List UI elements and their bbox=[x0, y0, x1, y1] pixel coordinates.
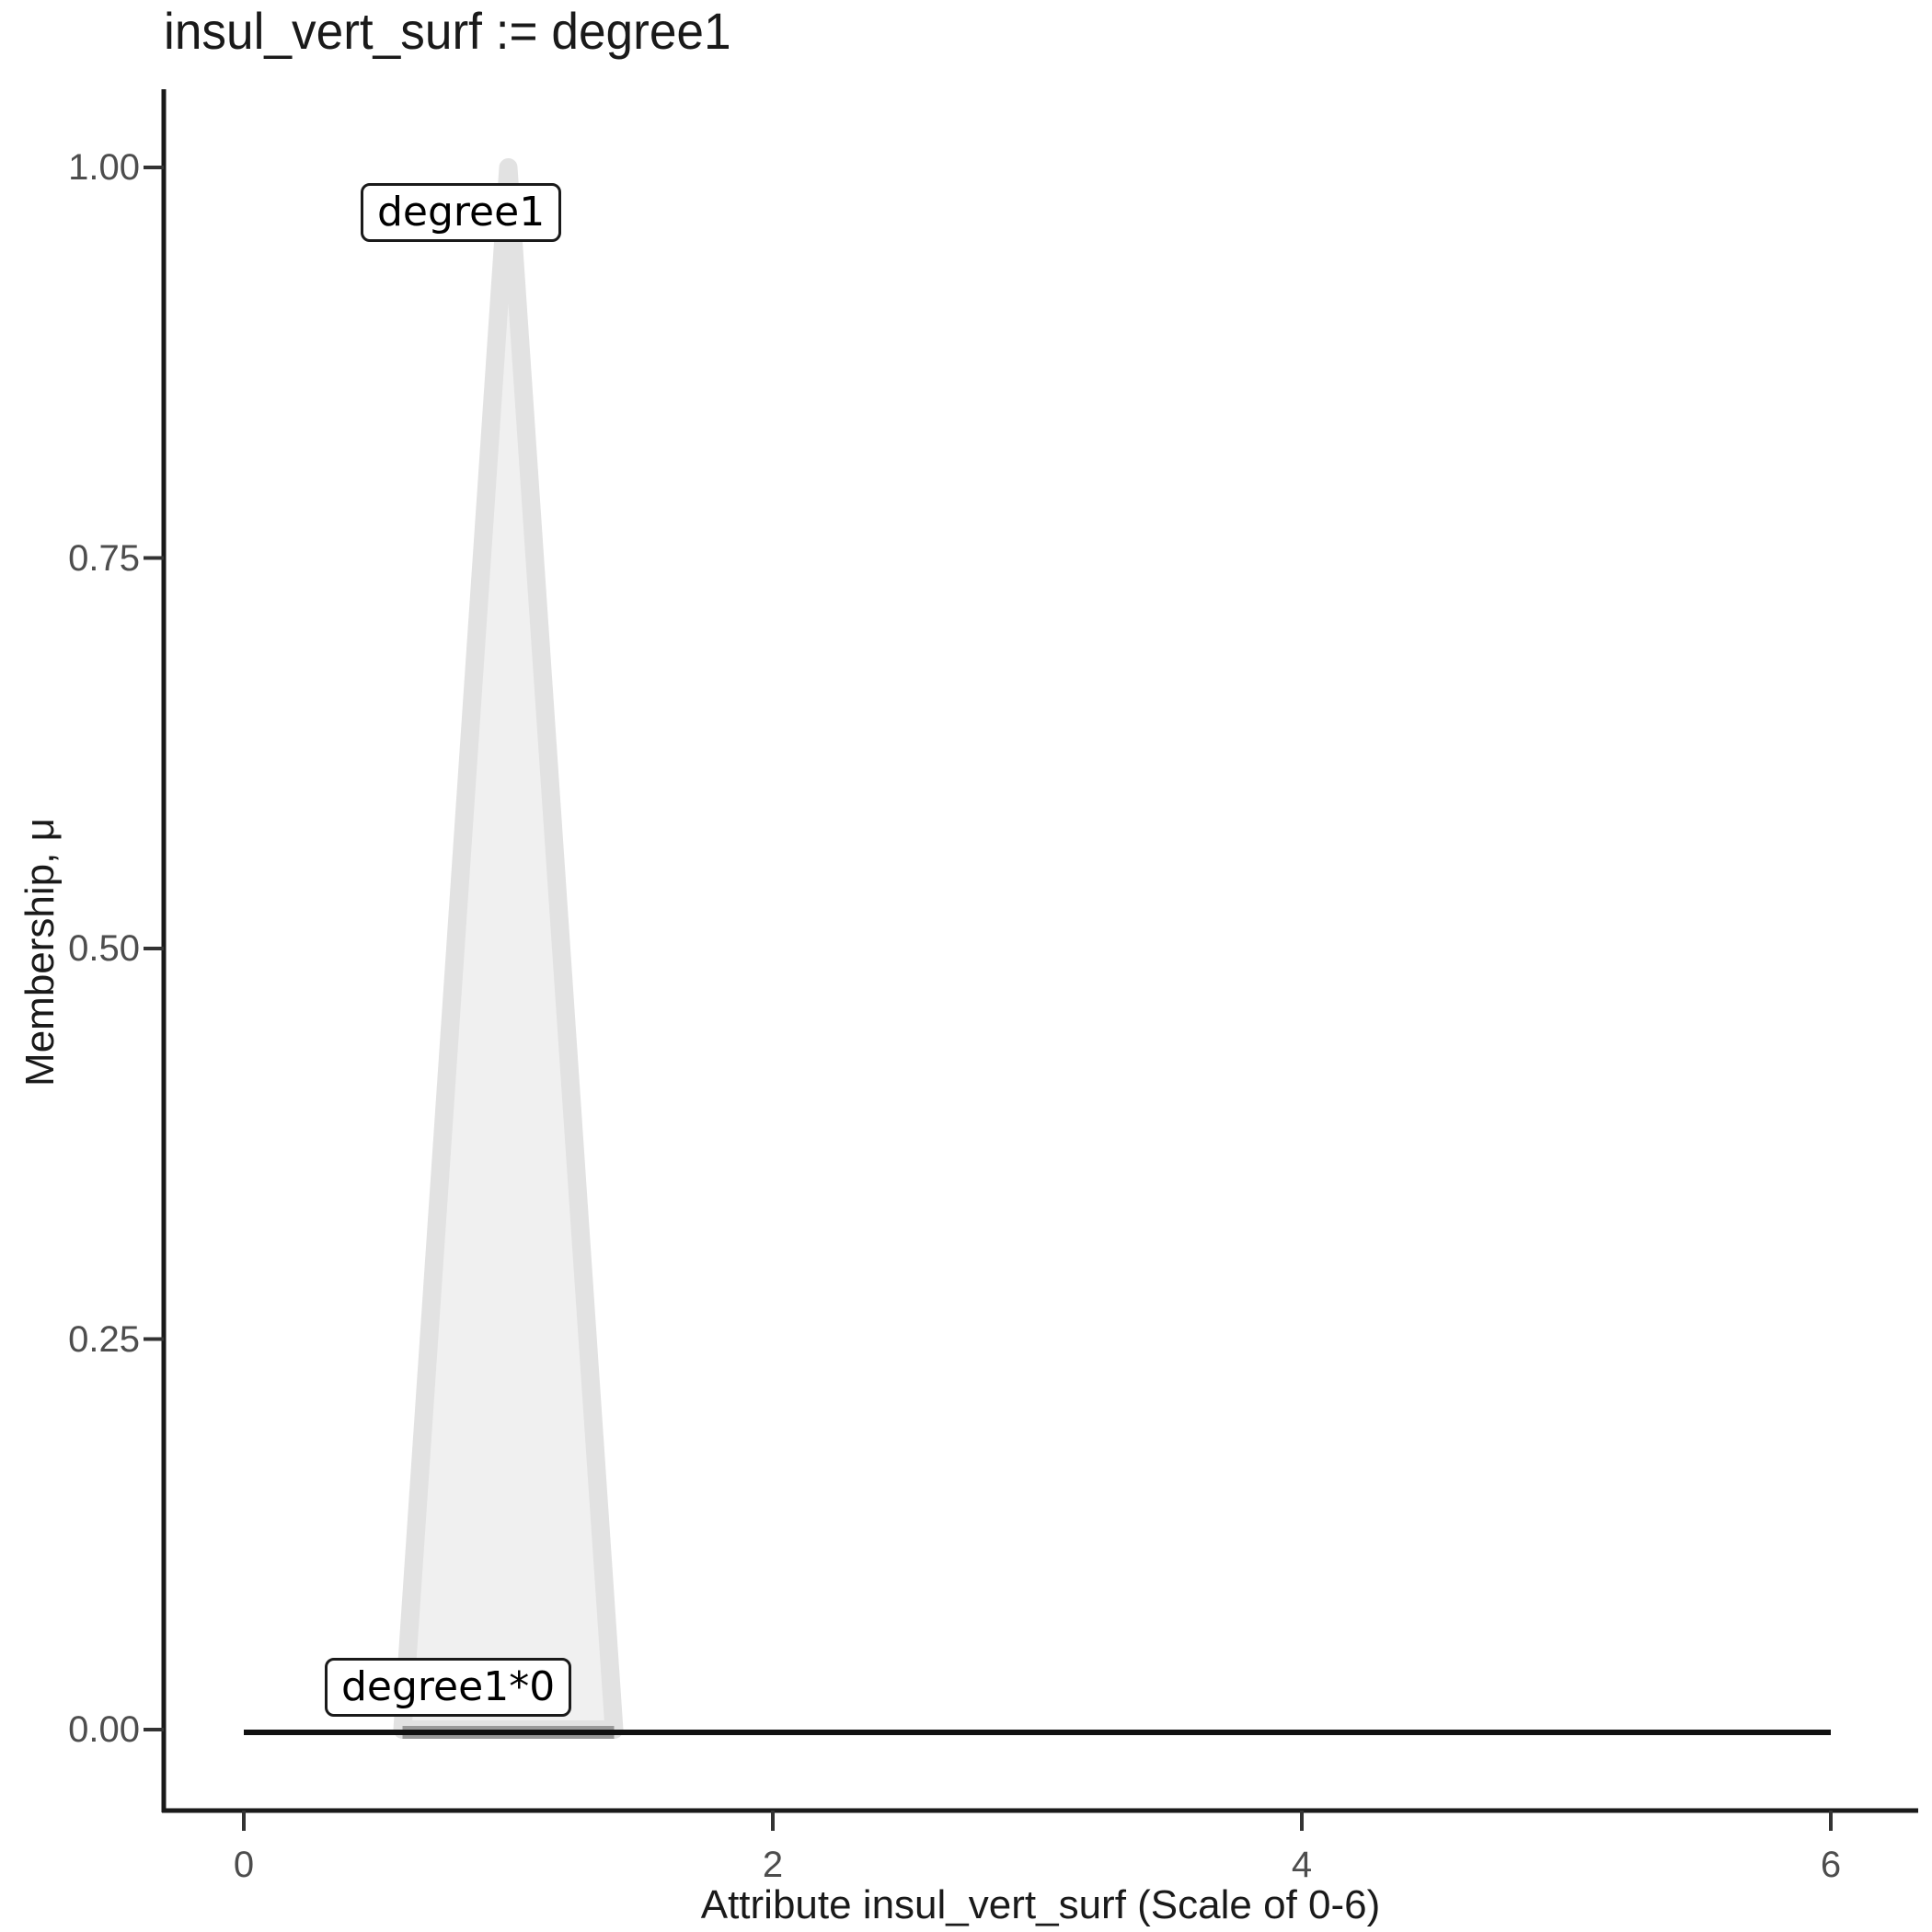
y-tick-marks bbox=[144, 166, 164, 1731]
membership-triangle-degree1 bbox=[393, 158, 624, 1739]
y-tick-label: 0.75 bbox=[68, 537, 140, 579]
y-tick-label: 1.00 bbox=[68, 147, 140, 188]
x-tick-label: 2 bbox=[762, 1845, 784, 1885]
annotation-degree1: degree1 bbox=[361, 183, 562, 242]
annotation-degree1x0: degree1*0 bbox=[325, 1658, 572, 1717]
chart-title: insul_vert_surf := degree1 bbox=[164, 2, 731, 60]
y-tick-label: 0.00 bbox=[68, 1709, 140, 1750]
x-axis-title: Attribute insul_vert_surf (Scale of 0-6) bbox=[700, 1882, 1381, 1927]
x-tick-label: 6 bbox=[1820, 1845, 1842, 1885]
x-tick-label: 0 bbox=[233, 1845, 255, 1885]
y-tick-label: 0.25 bbox=[68, 1318, 140, 1360]
y-tick-label: 0.50 bbox=[68, 928, 140, 969]
x-tick-label: 4 bbox=[1291, 1845, 1313, 1885]
x-tick-marks bbox=[242, 1811, 1833, 1831]
